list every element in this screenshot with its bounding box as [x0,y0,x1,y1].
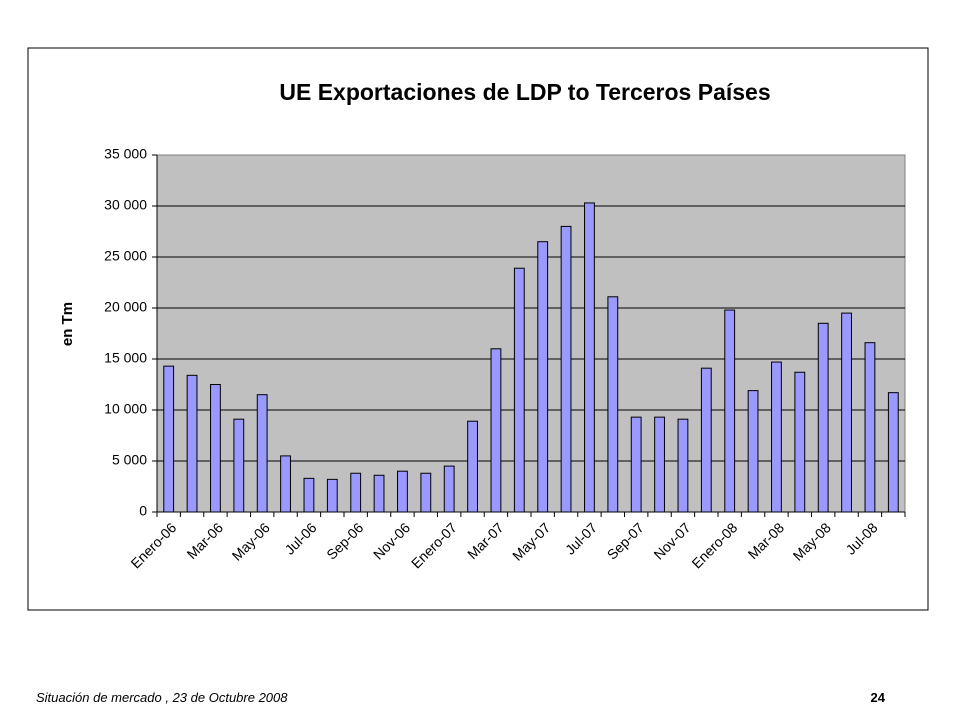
chart-title: UE Exportaciones de LDP to Terceros País… [279,79,770,105]
bar [233,418,245,513]
footer-text: Situación de mercado , 23 de Octubre 200… [36,690,288,705]
bar [397,470,408,513]
bar [864,342,876,513]
y-tick-label: 5 000 [112,452,147,468]
y-axis-label: en Tm [59,302,76,346]
y-tick-label: 0 [139,503,147,519]
y-tick-label: 30 000 [104,197,147,213]
bar [350,472,362,513]
bar [887,392,899,513]
bar [443,465,455,513]
bar [467,420,478,513]
bar [280,455,291,513]
y-tick-label: 25 000 [104,248,147,264]
bar [654,416,665,513]
bar [373,474,385,513]
bar [537,241,549,513]
bar [794,371,806,513]
bar [607,296,619,513]
y-tick-label: 35 000 [104,146,147,162]
bar [256,394,268,513]
bar [841,312,852,513]
bar [700,367,712,513]
bar [630,416,642,513]
bar [303,477,315,513]
bar [584,202,595,513]
bar [490,348,502,513]
bar [210,384,221,513]
bar [560,225,572,513]
bar [420,472,432,513]
bar [747,390,759,513]
y-tick-label: 20 000 [104,299,147,315]
y-tick-label: 10 000 [104,401,147,417]
bar [724,309,736,513]
page-number: 24 [871,690,886,705]
bar [817,322,829,513]
bar [326,478,338,513]
plot-area [156,154,906,513]
bar [677,418,689,513]
bar [186,374,198,513]
bar [163,365,175,513]
y-tick-label: 15 000 [104,350,147,366]
bar [771,361,782,513]
bar [513,267,525,513]
